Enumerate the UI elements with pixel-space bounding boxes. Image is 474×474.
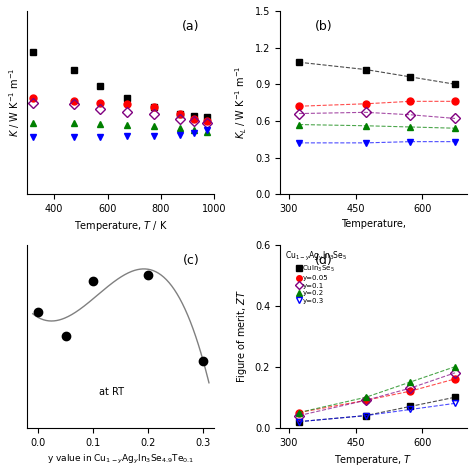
Text: (d): (d)	[315, 254, 332, 267]
Text: (b): (b)	[315, 20, 332, 33]
Text: (a): (a)	[182, 20, 200, 33]
Y-axis label: $K_L$ / W K$^{-1}$ m$^{-1}$: $K_L$ / W K$^{-1}$ m$^{-1}$	[234, 66, 249, 139]
X-axis label: Temperature,: Temperature,	[341, 219, 406, 229]
Y-axis label: Figure of merit, $ZT$: Figure of merit, $ZT$	[235, 289, 249, 383]
X-axis label: Temperature, $T$ / K: Temperature, $T$ / K	[74, 219, 168, 233]
X-axis label: y value in Cu$_{1-y}$Ag$_y$In$_3$Se$_{4.9}$Te$_{0.1}$: y value in Cu$_{1-y}$Ag$_y$In$_3$Se$_{4.…	[47, 453, 194, 466]
Y-axis label: $K$ / W K$^{-1}$ m$^{-1}$: $K$ / W K$^{-1}$ m$^{-1}$	[7, 68, 22, 137]
Legend: CuIn$_3$Se$_5$, y=0.05, y=0.1, y=0.2, y=0.3: CuIn$_3$Se$_5$, y=0.05, y=0.1, y=0.2, y=…	[283, 248, 349, 305]
X-axis label: Temperature, $T$: Temperature, $T$	[334, 453, 413, 467]
Text: at RT: at RT	[99, 387, 124, 397]
Text: (c): (c)	[183, 254, 200, 267]
